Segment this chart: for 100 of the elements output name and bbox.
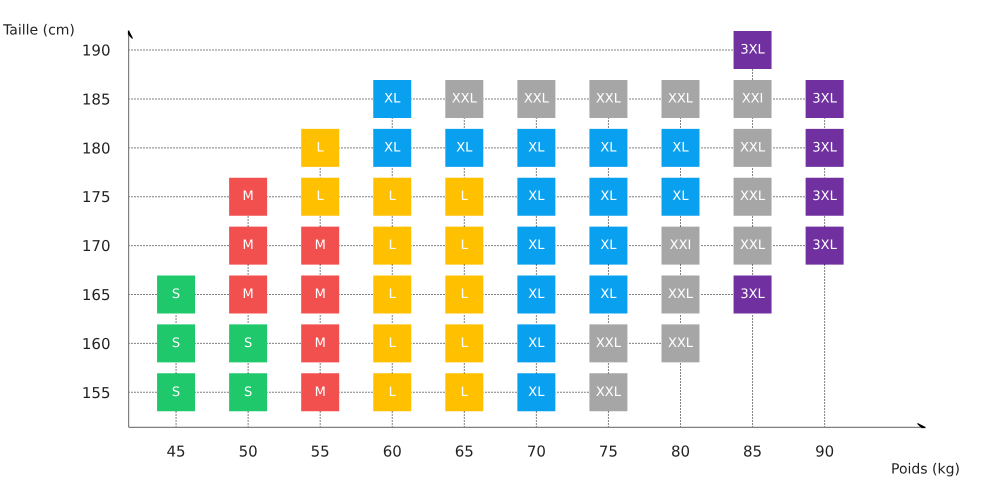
text: L (388, 384, 396, 400)
text: XL (528, 140, 544, 156)
series-label: L (316, 140, 325, 156)
text: XL (672, 189, 689, 204)
y-tick-label: 155 (82, 384, 111, 402)
text: XL (384, 91, 400, 106)
text: XL (384, 140, 400, 156)
point (589, 128, 628, 167)
series-label: XXL (740, 140, 766, 156)
point (301, 128, 340, 167)
text: 3XL (812, 91, 837, 106)
point (157, 324, 196, 362)
text: 3XL (812, 238, 837, 254)
point (445, 276, 484, 314)
text: 3XL (812, 140, 837, 156)
text: L (316, 189, 324, 204)
text: 3XL (812, 189, 837, 204)
y-tick-label: 185 (82, 90, 111, 108)
point (373, 373, 412, 412)
text: XXL (740, 189, 766, 204)
series-label: XXI (742, 91, 764, 106)
text: XL (600, 189, 617, 204)
text: XL (528, 238, 544, 254)
point (301, 373, 340, 412)
point (301, 324, 340, 362)
x-tick-label: 45 (166, 442, 186, 460)
text: XL (456, 140, 472, 156)
text: S (172, 384, 180, 400)
text: L (460, 287, 468, 302)
text: XXL (596, 336, 621, 351)
text: XXL (668, 336, 694, 351)
text: M (242, 287, 254, 302)
text: XXL (452, 91, 477, 106)
point (229, 226, 268, 265)
series-label: M (242, 189, 254, 204)
text: L (388, 287, 396, 302)
point (373, 276, 412, 314)
text: L (388, 336, 396, 351)
text: S (172, 336, 180, 351)
text: L (460, 189, 468, 204)
y-tick-label: 180 (82, 139, 111, 158)
text: XXL (596, 384, 621, 400)
point (661, 128, 700, 167)
text: M (242, 238, 254, 254)
series-label: 3XL (740, 42, 766, 58)
point (301, 276, 340, 314)
x-tick-label: 55 (310, 442, 330, 460)
text: XXL (668, 91, 694, 106)
text: XL (528, 384, 544, 400)
text: XXI (670, 238, 692, 254)
text: XXL (524, 91, 549, 106)
text: XL (600, 140, 617, 156)
point (157, 373, 196, 412)
y-tick-label: 160 (82, 334, 111, 353)
text: L (460, 384, 468, 400)
text: XL (528, 336, 544, 351)
x-axis-title: Poids (kg) (891, 462, 960, 478)
text: L (388, 238, 396, 254)
x-tick-label: 85 (743, 442, 762, 460)
x-tick-label: 65 (454, 442, 474, 460)
point (301, 178, 340, 216)
text: XXL (740, 238, 766, 254)
text: S (244, 384, 252, 400)
text: XL (600, 287, 617, 302)
text: 3XL (740, 287, 765, 302)
text: L (460, 336, 468, 351)
point (373, 324, 412, 362)
x-tick-label: 90 (815, 442, 834, 460)
text: L (460, 238, 468, 254)
text: S (244, 336, 252, 351)
point (301, 226, 340, 265)
y-tick-label: 175 (82, 188, 111, 206)
y-tick-label: 170 (82, 237, 111, 256)
point (445, 226, 484, 265)
y-tick-label: 165 (82, 286, 111, 304)
point (589, 226, 628, 265)
y-tick-label: 190 (82, 42, 111, 60)
text: M (314, 384, 326, 400)
point (229, 373, 268, 412)
point (373, 226, 412, 265)
text: M (314, 336, 326, 351)
series-label: S (172, 287, 180, 302)
point (445, 178, 484, 216)
text: XXL (596, 91, 621, 106)
x-tick-label: 80 (670, 442, 690, 460)
y-axis-title: Taille (cm) (2, 22, 75, 38)
point (373, 178, 412, 216)
point (445, 373, 484, 412)
point (661, 178, 700, 216)
text: M (314, 238, 326, 254)
text: XL (600, 238, 617, 254)
series-label: XL (672, 140, 690, 156)
point (589, 276, 628, 314)
text: L (388, 189, 396, 204)
point (445, 324, 484, 362)
point (229, 276, 268, 314)
point (229, 324, 268, 362)
x-tick-label: 75 (598, 442, 618, 460)
text: XL (528, 287, 544, 302)
x-tick-label: 50 (238, 442, 258, 460)
